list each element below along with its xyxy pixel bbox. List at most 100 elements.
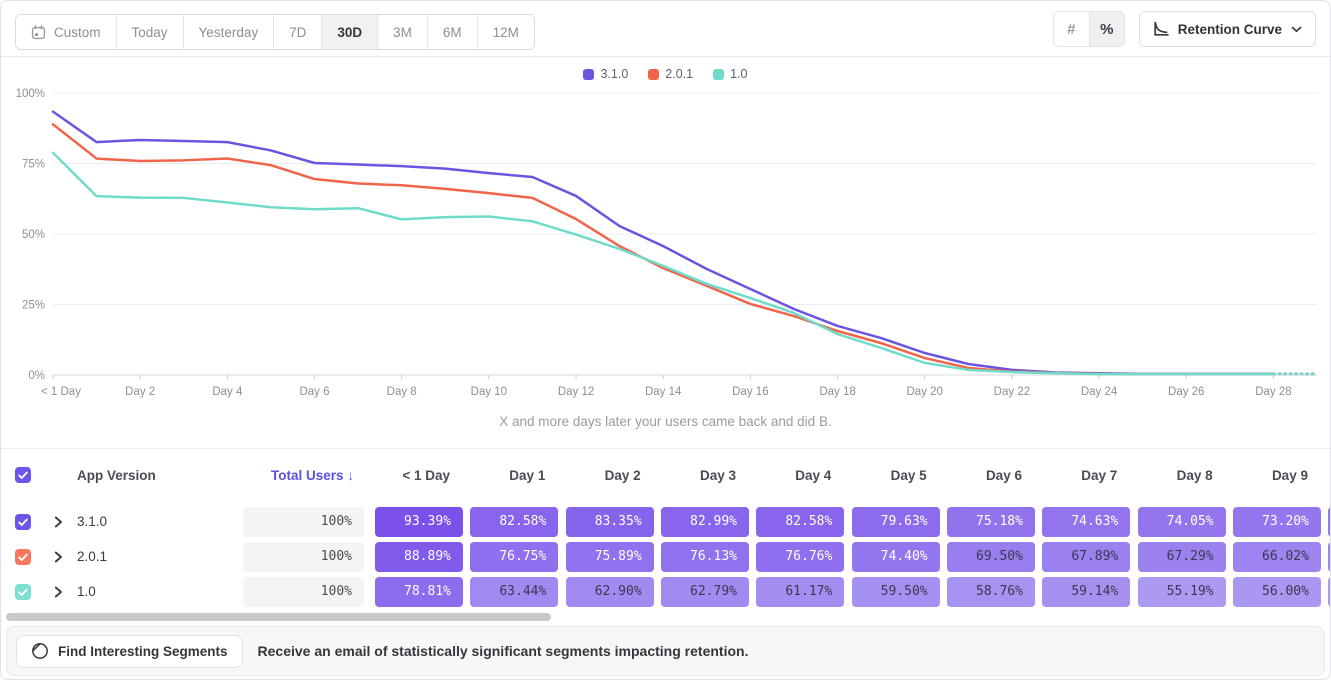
svg-text:Day 18: Day 18 <box>819 386 855 398</box>
retention-cell[interactable]: 59.14% <box>1042 577 1131 607</box>
svg-text:Day 20: Day 20 <box>907 386 943 398</box>
retention-cell[interactable]: 75.18% <box>946 507 1035 537</box>
date-range-30d[interactable]: 30D <box>321 15 378 49</box>
date-range-12m[interactable]: 12M <box>476 15 534 49</box>
column-header-day-3[interactable]: Day 3 <box>699 468 736 483</box>
table-header-row: App Version Total Users ↓ < 1 Day Day 1 Da… <box>1 462 1330 492</box>
retention-cell[interactable]: 58.76% <box>946 577 1035 607</box>
svg-text:Day 10: Day 10 <box>471 386 507 398</box>
chart-type-label: Retention Curve <box>1177 21 1282 37</box>
date-range-yesterday[interactable]: Yesterday <box>182 15 274 49</box>
chart-type-dropdown[interactable]: Retention Curve <box>1138 11 1316 47</box>
retention-table: App Version Total Users ↓ < 1 Day Day 1 Da… <box>1 448 1330 627</box>
legend-swatch <box>648 68 660 80</box>
column-header-total-users[interactable]: Total Users ↓ <box>270 468 354 483</box>
absolute-numbers-toggle[interactable]: # <box>1053 12 1089 46</box>
chevron-down-icon <box>1291 26 1302 33</box>
retention-cell[interactable]: 88.89% <box>375 542 463 572</box>
column-header-day-2[interactable]: Day 2 <box>604 468 641 483</box>
retention-cell[interactable]: 61.17% <box>756 577 845 607</box>
retention-cell[interactable]: 62.90% <box>565 577 654 607</box>
retention-cell[interactable]: 74.63% <box>1042 507 1131 537</box>
row-checkbox-1.0[interactable] <box>15 584 31 600</box>
footer-description: Receive an email of statistically signif… <box>257 643 749 659</box>
column-header-day-5[interactable]: Day 5 <box>890 468 927 483</box>
retention-cell[interactable]: 76.75% <box>470 542 559 572</box>
date-range-6m[interactable]: 6M <box>426 15 477 49</box>
retention-cell[interactable]: 63.44% <box>470 577 559 607</box>
svg-text:Day 24: Day 24 <box>1081 386 1118 398</box>
retention-cell[interactable]: 76.13% <box>660 542 749 572</box>
retention-cell[interactable]: 67.29% <box>1137 542 1226 572</box>
retention-cell[interactable]: 75.89% <box>565 542 654 572</box>
column-header-day-6[interactable]: Day 6 <box>985 468 1022 483</box>
svg-text:Day 14: Day 14 <box>645 386 682 398</box>
table-row-2.0.1: 2.0.1 100% 88.89% 76.75% 75.89% 76.13% 76.76% 7… <box>1 542 1330 572</box>
expand-chevron-right-icon[interactable] <box>54 550 68 564</box>
column-header-1-day[interactable]: < 1 Day <box>402 468 450 483</box>
retention-cell-partial[interactable] <box>1328 577 1330 607</box>
retention-cell[interactable]: 69.50% <box>946 542 1035 572</box>
svg-text:0%: 0% <box>28 370 45 382</box>
retention-cell[interactable]: 82.99% <box>660 507 749 537</box>
column-header-day-9[interactable]: Day 9 <box>1271 468 1308 483</box>
value-mode-toggle: #% <box>1052 11 1125 47</box>
row-checkbox-3.1.0[interactable] <box>15 514 31 530</box>
legend-item-3.1.0[interactable]: 3.1.0 <box>583 67 628 81</box>
retention-cell[interactable]: 55.19% <box>1137 577 1226 607</box>
retention-cell[interactable]: 82.58% <box>470 507 559 537</box>
date-range-custom[interactable]: Custom <box>16 15 116 49</box>
table-row-3.1.0: 3.1.0 100% 93.39% 82.58% 83.35% 82.99% 82.58% 7… <box>1 507 1330 537</box>
horizontal-scrollbar-thumb[interactable] <box>6 613 551 621</box>
column-header-day-8[interactable]: Day 8 <box>1176 468 1213 483</box>
svg-text:Day 22: Day 22 <box>994 386 1030 398</box>
retention-cell[interactable]: 59.50% <box>851 577 940 607</box>
retention-cell[interactable]: 79.63% <box>851 507 940 537</box>
svg-text:Day 12: Day 12 <box>558 386 594 398</box>
sort-descending-icon: ↓ <box>347 468 354 483</box>
total-users-cell: 100% <box>243 507 364 537</box>
retention-cell[interactable]: 62.79% <box>660 577 749 607</box>
retention-cell[interactable]: 83.35% <box>565 507 654 537</box>
retention-cell[interactable]: 76.76% <box>756 542 845 572</box>
retention-cell[interactable]: 82.58% <box>756 507 845 537</box>
toolbar-right-controls: #% Retention Curve <box>1052 11 1316 47</box>
date-range-7d[interactable]: 7D <box>273 15 322 49</box>
date-range-3m[interactable]: 3M <box>377 15 427 49</box>
retention-cell[interactable]: 74.40% <box>851 542 940 572</box>
percentages-toggle[interactable]: % <box>1088 12 1124 46</box>
retention-line-chart[interactable]: 0% 25% 50% 75% 100% < 1 Day Day 2 Day 4 Day 6 Day… <box>1 57 1331 448</box>
date-range-today[interactable]: Today <box>115 15 183 49</box>
legend-swatch <box>713 68 725 80</box>
retention-cell[interactable]: 93.39% <box>375 507 463 537</box>
select-all-checkbox[interactable] <box>15 467 31 483</box>
retention-cell[interactable]: 74.05% <box>1137 507 1226 537</box>
retention-cell[interactable]: 78.81% <box>375 577 463 607</box>
retention-cell[interactable]: 73.20% <box>1232 507 1321 537</box>
retention-curve-icon <box>1153 21 1169 37</box>
find-interesting-segments-button[interactable]: Find Interesting Segments <box>16 634 243 668</box>
expand-chevron-right-icon[interactable] <box>54 515 68 529</box>
app-version-label: 2.0.1 <box>77 549 108 564</box>
column-header-day-1[interactable]: Day 1 <box>509 468 546 483</box>
app-version-label: 3.1.0 <box>77 514 108 529</box>
retention-cell[interactable]: 56.00% <box>1232 577 1321 607</box>
legend-item-2.0.1[interactable]: 2.0.1 <box>648 67 693 81</box>
total-users-cell: 100% <box>243 577 364 607</box>
retention-cell[interactable]: 67.89% <box>1042 542 1131 572</box>
retention-cell[interactable]: 66.02% <box>1232 542 1321 572</box>
legend-item-1.0[interactable]: 1.0 <box>713 67 748 81</box>
segment-circle-icon <box>31 642 49 660</box>
chart-caption: X and more days later your users came ba… <box>499 414 832 429</box>
column-header-day-4[interactable]: Day 4 <box>795 468 832 483</box>
retention-cell-partial[interactable] <box>1328 507 1330 537</box>
svg-text:25%: 25% <box>22 300 45 312</box>
table-row-1.0: 1.0 100% 78.81% 63.44% 62.90% 62.79% 61.17% 59.… <box>1 577 1330 607</box>
retention-cell-partial[interactable] <box>1328 542 1330 572</box>
expand-chevron-right-icon[interactable] <box>54 585 68 599</box>
row-checkbox-2.0.1[interactable] <box>15 549 31 565</box>
svg-text:Day 16: Day 16 <box>732 386 768 398</box>
column-header-day-7[interactable]: Day 7 <box>1081 468 1118 483</box>
svg-text:Day 4: Day 4 <box>212 386 243 398</box>
svg-text:Day 8: Day 8 <box>387 386 417 398</box>
